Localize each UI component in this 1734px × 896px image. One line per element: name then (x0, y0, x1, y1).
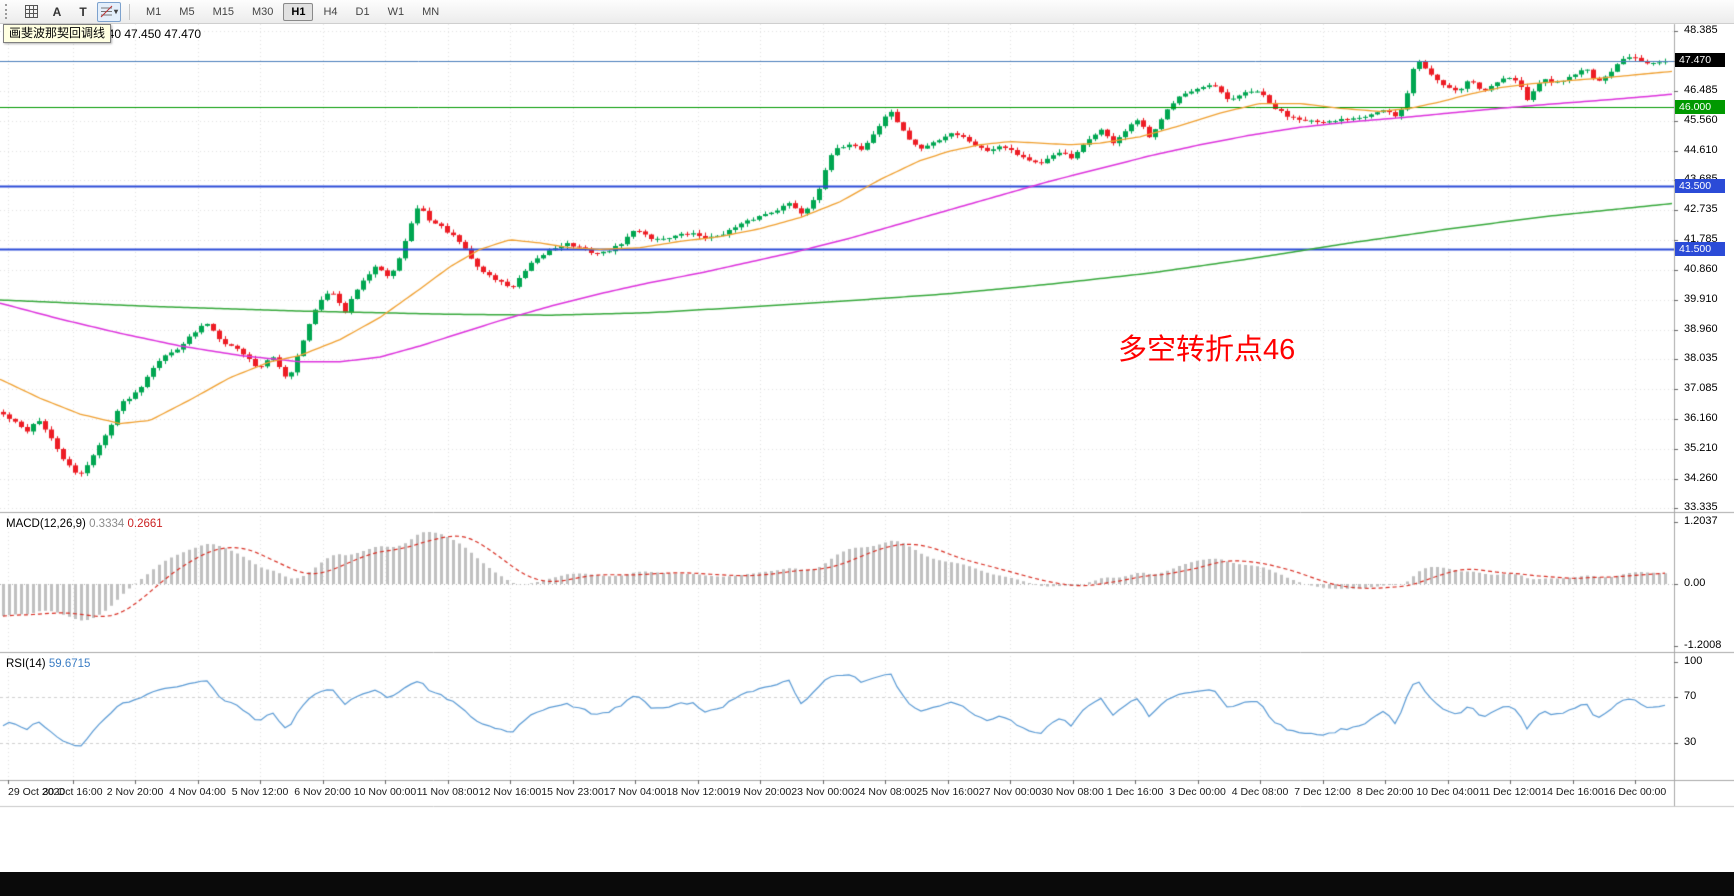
dropdown-caret-icon: ▾ (113, 7, 118, 16)
letter-t-icon: T (79, 4, 87, 19)
timeframe-button-h1[interactable]: H1 (283, 2, 314, 21)
rsi-title: RSI(14) (6, 658, 46, 670)
text-label-tool-button[interactable]: A (45, 2, 69, 22)
time-axis[interactable] (0, 780, 1674, 806)
price-axis[interactable] (1674, 24, 1734, 806)
macd-main-value: 0.3334 (89, 518, 125, 530)
timeframe-group: M1 M5 M15 M30 H1 H4 D1 W1 MN (138, 2, 447, 21)
toolbar-separator (129, 3, 130, 20)
rsi-indicator-label: RSI(14) 59.6715 (6, 658, 90, 670)
timeframe-button-w1[interactable]: W1 (387, 5, 405, 18)
fibonacci-retracement-button[interactable]: ▾ (97, 1, 121, 22)
timeframe-button-mn[interactable]: MN (422, 5, 440, 18)
fibonacci-icon (100, 5, 113, 18)
bottom-bar (0, 872, 1734, 896)
grid-icon (24, 5, 38, 18)
fibonacci-tooltip: 画斐波那契回调线 (3, 24, 112, 43)
toolbar-grip-handle[interactable] (5, 4, 12, 19)
letter-a-icon: A (52, 4, 62, 19)
toolbar: A T ▾ M1 M5 M15 M30 H1 H4 D1 W1 MN (0, 0, 1734, 24)
annotation-text[interactable]: 多空转折点46 (1118, 334, 1296, 366)
timeframe-button-m5[interactable]: M5 (179, 5, 195, 18)
timeframe-button-h4[interactable]: H4 (323, 5, 338, 18)
timeframe-button-d1[interactable]: D1 (355, 5, 370, 18)
macd-signal-value: 0.2661 (127, 518, 163, 530)
macd-indicator-label: MACD(12,26,9) 0.3334 0.2661 (6, 518, 163, 530)
timeframe-button-m1[interactable]: M1 (146, 5, 162, 18)
crosshair-grid-tool-button[interactable] (19, 2, 43, 22)
rsi-value: 59.6715 (48, 658, 91, 670)
timeframe-button-m30[interactable]: M30 (251, 5, 274, 18)
macd-title: MACD(12,26,9) (6, 518, 86, 530)
timeframe-button-m15[interactable]: M15 (212, 5, 234, 18)
text-tool-button[interactable]: T (71, 2, 95, 22)
ohlc-info-text: 540 47.450 47.470 (101, 27, 202, 41)
